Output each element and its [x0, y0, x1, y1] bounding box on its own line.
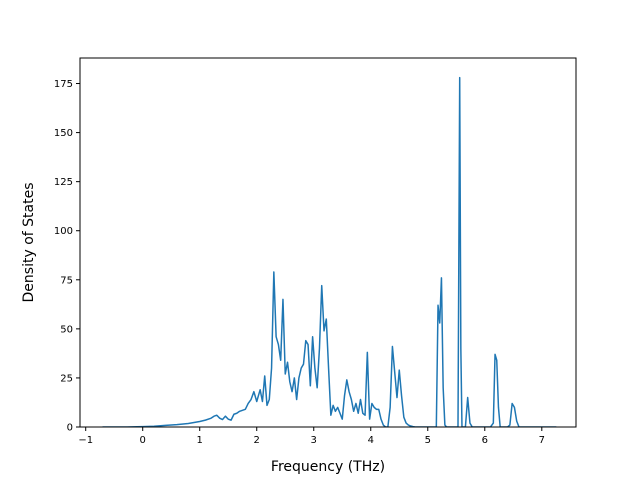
dos-series-line-1	[102, 76, 557, 427]
x-tick-label: 7	[539, 435, 545, 446]
x-tick-label: −1	[78, 435, 93, 446]
y-tick-label: 175	[54, 79, 73, 90]
x-axis: −1 0 1 2 3 4 5 6 7	[78, 427, 545, 446]
x-tick-label: 0	[140, 435, 146, 446]
y-tick-label: 0	[67, 423, 73, 434]
x-tick-label: 2	[254, 435, 260, 446]
x-tick-label: 5	[425, 435, 431, 446]
y-tick-label: 125	[54, 177, 73, 188]
x-axis-title: Frequency (THz)	[271, 459, 385, 475]
plot-area-frame	[79, 57, 577, 428]
y-axis: 0 25 50 75 100 125 150 175	[54, 79, 80, 434]
y-tick-label: 150	[54, 128, 73, 139]
x-tick-label: 3	[311, 435, 317, 446]
y-axis-title: Density of States	[21, 183, 37, 303]
x-tick-label: 4	[368, 435, 374, 446]
y-tick-label: 75	[60, 275, 73, 286]
x-tick-label: 6	[482, 435, 488, 446]
y-tick-label: 100	[54, 226, 73, 237]
y-tick-label: 50	[60, 324, 73, 335]
y-tick-label: 25	[60, 373, 73, 384]
x-tick-label: 1	[197, 435, 203, 446]
